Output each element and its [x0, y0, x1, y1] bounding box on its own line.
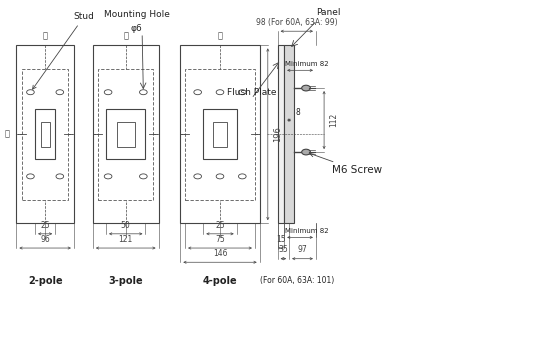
- Text: 196: 196: [273, 126, 282, 142]
- Bar: [278, 45, 284, 223]
- Text: 25: 25: [215, 221, 225, 230]
- Text: 96: 96: [40, 235, 50, 244]
- Text: φ6: φ6: [131, 24, 142, 33]
- Bar: [106, 109, 145, 159]
- Bar: [17, 45, 74, 223]
- Text: 3-pole: 3-pole: [108, 277, 143, 287]
- Text: Minimum 82: Minimum 82: [285, 61, 329, 67]
- Bar: [213, 122, 227, 147]
- Bar: [181, 45, 259, 223]
- Bar: [93, 45, 158, 223]
- Bar: [98, 69, 153, 200]
- Bar: [203, 109, 237, 159]
- Text: M6 Screw: M6 Screw: [310, 153, 383, 175]
- Text: 35: 35: [279, 245, 288, 255]
- Text: Mounting Hole: Mounting Hole: [104, 10, 169, 19]
- Text: 4-pole: 4-pole: [203, 277, 237, 287]
- Text: 8: 8: [296, 108, 300, 117]
- Text: Panel: Panel: [316, 8, 340, 17]
- Text: 15: 15: [276, 235, 286, 244]
- Circle shape: [302, 149, 310, 155]
- Text: 25: 25: [40, 221, 50, 230]
- Text: ℓ: ℓ: [5, 130, 10, 138]
- Bar: [35, 109, 55, 159]
- Text: 97: 97: [298, 245, 307, 255]
- Text: 98 (For 60A, 63A: 99): 98 (For 60A, 63A: 99): [256, 18, 338, 27]
- Text: Minimum 82: Minimum 82: [285, 228, 329, 234]
- Text: 50: 50: [121, 221, 131, 230]
- Bar: [22, 69, 68, 200]
- Text: 121: 121: [119, 235, 133, 244]
- Bar: [185, 69, 255, 200]
- Bar: [284, 45, 294, 223]
- Text: 75: 75: [215, 235, 225, 244]
- Text: (For 60A, 63A: 101): (For 60A, 63A: 101): [259, 277, 334, 286]
- Bar: [41, 122, 50, 147]
- Text: 146: 146: [213, 249, 227, 258]
- Text: 112: 112: [330, 113, 338, 127]
- Text: Stud: Stud: [33, 12, 95, 89]
- Text: ℓ: ℓ: [123, 32, 128, 40]
- Circle shape: [302, 85, 310, 91]
- Text: ℓ: ℓ: [217, 32, 222, 40]
- Text: Flush Plate: Flush Plate: [227, 88, 276, 97]
- Bar: [117, 122, 135, 147]
- Text: ℓ: ℓ: [43, 32, 47, 40]
- Text: 2-pole: 2-pole: [28, 277, 62, 287]
